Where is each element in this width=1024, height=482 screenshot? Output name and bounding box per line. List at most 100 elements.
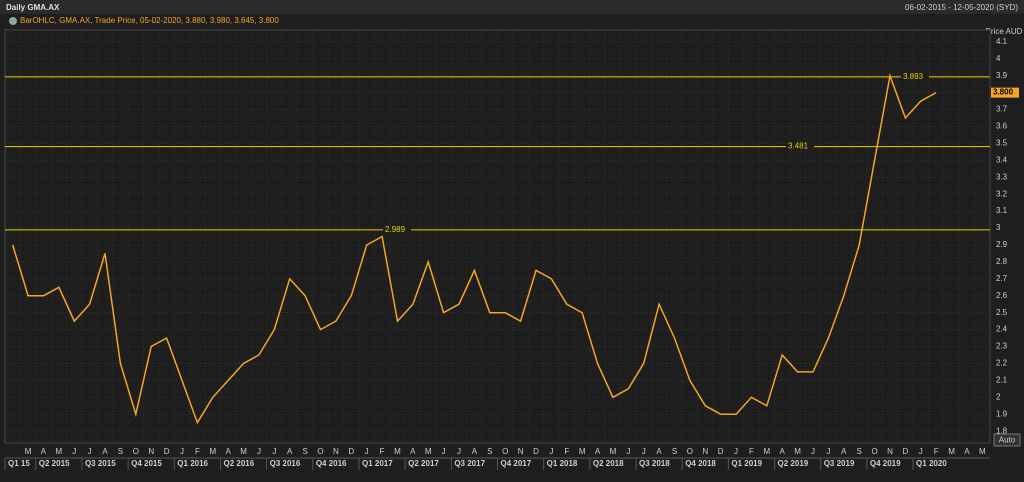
y-tick-label: 2.5	[996, 308, 1008, 317]
quarter-label: Q3 2019	[824, 459, 855, 468]
quarter-label: Q3 2017	[454, 459, 485, 468]
y-tick-label: 2.2	[996, 359, 1008, 368]
price-line	[11, 72, 937, 425]
quarter-label: Q3 2015	[85, 459, 116, 468]
x-tick-label: O	[687, 447, 693, 456]
last-price-box	[991, 87, 1019, 98]
y-tick-label: 3	[996, 223, 1001, 232]
x-tick-label: N	[702, 447, 708, 456]
x-tick-label: J	[442, 447, 446, 456]
x-tick-label: M	[56, 447, 63, 456]
quarter-label: Q3 2018	[639, 459, 670, 468]
y-tick-label: 2.6	[996, 291, 1008, 300]
plot-area	[4, 29, 991, 444]
x-tick-label: F	[934, 447, 939, 456]
quarter-label: Q2 2017	[408, 459, 439, 468]
y-tick-label: 4.1	[996, 37, 1008, 46]
y-tick-label: 3.7	[996, 105, 1008, 114]
quarter-label: Q1 2016	[177, 459, 208, 468]
x-tick-label: J	[72, 447, 76, 456]
y-tick-label: 2.3	[996, 342, 1008, 351]
y-tick-label: 2.8	[996, 257, 1008, 266]
y-tick-label: 3.2	[996, 189, 1008, 198]
y-tick-label: 3.4	[996, 155, 1008, 164]
x-tick-label: F	[564, 447, 569, 456]
x-tick-label: J	[272, 447, 276, 456]
x-tick-label: A	[472, 447, 478, 456]
x-tick-label: A	[595, 447, 601, 456]
x-tick-label: D	[533, 447, 539, 456]
x-tick-label: A	[656, 447, 662, 456]
auto-button-label[interactable]: Auto	[999, 436, 1016, 445]
y-tick-label: 3.3	[996, 172, 1008, 181]
x-tick-label: M	[209, 447, 216, 456]
x-tick-label: S	[672, 447, 677, 456]
level-label: 3.481	[788, 142, 809, 151]
quarter-label: Q2 2015	[39, 459, 70, 468]
quarter-label: Q2 2016	[223, 459, 254, 468]
quarter-label: Q4 2016	[316, 459, 347, 468]
x-tick-label: A	[780, 447, 786, 456]
quarter-label: Q1 2018	[547, 459, 578, 468]
x-tick-label: D	[718, 447, 724, 456]
y-tick-label: 2	[996, 392, 1001, 401]
legend-icon[interactable]	[9, 17, 17, 25]
quarter-label: Q4 2017	[501, 459, 532, 468]
x-tick-label: D	[902, 447, 908, 456]
y-tick-label: 3.5	[996, 139, 1008, 148]
x-tick-label: F	[380, 447, 385, 456]
quarter-label: Q4 2019	[870, 459, 901, 468]
x-tick-label: M	[979, 447, 986, 456]
quarter-label: Q1 15	[8, 459, 30, 468]
x-tick-label: J	[919, 447, 923, 456]
y-tick-label: 3.1	[996, 206, 1008, 215]
quarter-label: Q1 2017	[362, 459, 393, 468]
x-tick-label: J	[457, 447, 461, 456]
y-tick-label: 2.4	[996, 325, 1008, 334]
x-tick-label: J	[88, 447, 92, 456]
x-tick-label: J	[734, 447, 738, 456]
quarter-label: Q4 2018	[685, 459, 716, 468]
x-tick-label: N	[518, 447, 524, 456]
y-tick-label: 2.1	[996, 375, 1008, 384]
x-tick-label: M	[610, 447, 617, 456]
x-tick-label: F	[749, 447, 754, 456]
quarter-label: Q1 2019	[731, 459, 762, 468]
y-tick-label: 3.6	[996, 122, 1008, 131]
x-tick-label: M	[794, 447, 801, 456]
level-label-bg	[786, 141, 814, 152]
x-tick-label: M	[394, 447, 401, 456]
y-tick-label: 4	[996, 54, 1001, 63]
quarter-label: Q3 2016	[270, 459, 301, 468]
x-tick-label: M	[579, 447, 586, 456]
chart-title: Daily GMA.AX	[6, 3, 60, 12]
y-tick-label: 1.8	[996, 426, 1008, 435]
x-tick-label: J	[180, 447, 184, 456]
x-tick-label: O	[317, 447, 323, 456]
x-tick-label: O	[871, 447, 877, 456]
x-tick-label: A	[225, 447, 231, 456]
header-bar	[0, 0, 1024, 14]
auto-button[interactable]	[993, 433, 1021, 447]
x-tick-label: A	[102, 447, 108, 456]
x-tick-label: D	[164, 447, 170, 456]
y-tick-label: 2.9	[996, 240, 1008, 249]
x-tick-label: N	[148, 447, 154, 456]
quarter-label: Q1 2020	[916, 459, 947, 468]
y-axis-label: Price AUD	[986, 27, 1023, 36]
x-tick-label: A	[287, 447, 293, 456]
x-tick-label: O	[502, 447, 508, 456]
x-tick-label: S	[302, 447, 307, 456]
quarter-label: Q4 2015	[131, 459, 162, 468]
x-tick-label: D	[348, 447, 354, 456]
x-tick-label: M	[425, 447, 432, 456]
x-tick-label: M	[948, 447, 955, 456]
level-label: 2.989	[385, 225, 406, 234]
x-tick-label: N	[333, 447, 339, 456]
x-tick-label: S	[118, 447, 123, 456]
y-tick-label: 2.7	[996, 274, 1008, 283]
x-tick-label: M	[764, 447, 771, 456]
x-tick-label: J	[549, 447, 553, 456]
